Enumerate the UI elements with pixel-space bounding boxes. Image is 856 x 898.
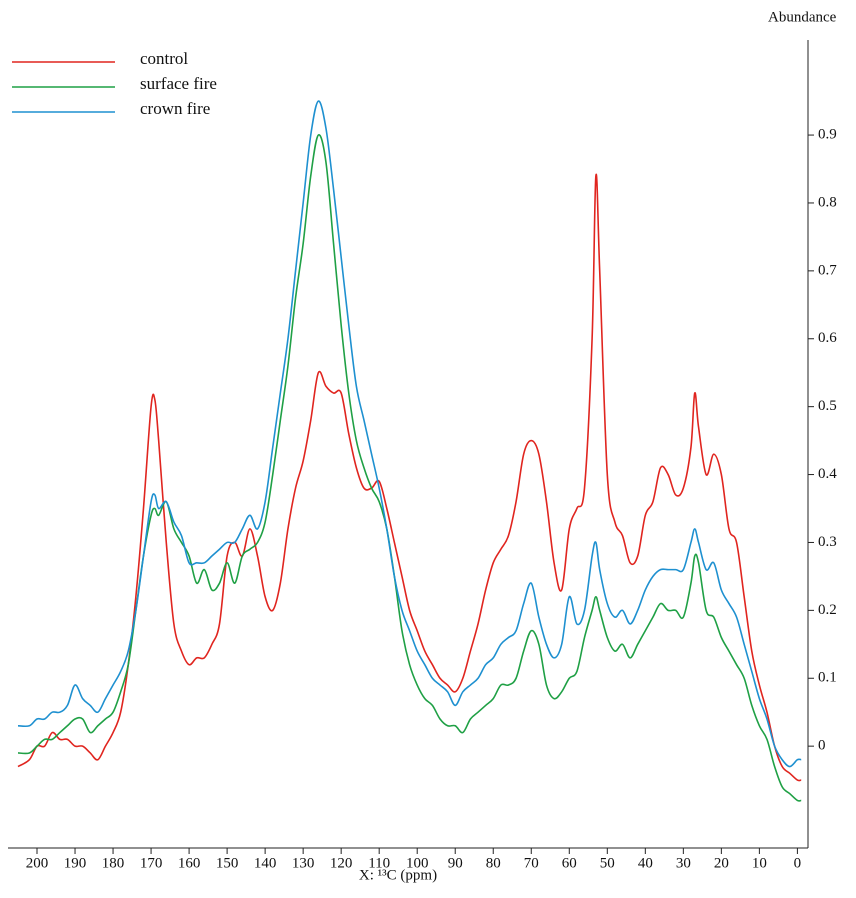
y-tick-label: 0.3 bbox=[818, 534, 837, 550]
x-tick-label: 50 bbox=[600, 855, 615, 871]
y-tick-label: 0 bbox=[818, 738, 826, 754]
x-tick-label: 70 bbox=[524, 855, 539, 871]
x-tick-label: 0 bbox=[794, 855, 802, 871]
y-tick-label: 0.4 bbox=[818, 466, 837, 482]
x-tick-label: 20 bbox=[714, 855, 729, 871]
y-tick-label: 0.8 bbox=[818, 194, 837, 210]
series-line bbox=[17, 100, 802, 768]
x-tick-label: 170 bbox=[140, 855, 163, 871]
series-line bbox=[17, 173, 802, 782]
legend-label: surface fire bbox=[140, 74, 217, 93]
y-tick-label: 0.6 bbox=[818, 330, 837, 346]
x-tick-label: 140 bbox=[254, 855, 277, 871]
x-tick-label: 80 bbox=[486, 855, 501, 871]
legend-label: control bbox=[140, 49, 188, 68]
y-axis-label: Abundance bbox=[768, 9, 837, 25]
x-tick-label: 150 bbox=[216, 855, 239, 871]
x-tick-label: 130 bbox=[292, 855, 315, 871]
x-tick-label: 10 bbox=[752, 855, 767, 871]
legend-label: crown fire bbox=[140, 99, 210, 118]
x-tick-label: 100 bbox=[406, 855, 429, 871]
x-tick-label: 30 bbox=[676, 855, 691, 871]
x-tick-label: 40 bbox=[638, 855, 653, 871]
y-tick-label: 0.7 bbox=[818, 262, 837, 278]
y-tick-label: 0.5 bbox=[818, 398, 837, 414]
x-tick-label: 190 bbox=[64, 855, 87, 871]
y-tick-label: 0.9 bbox=[818, 126, 837, 142]
x-tick-label: 200 bbox=[26, 855, 49, 871]
x-tick-label: 120 bbox=[330, 855, 353, 871]
x-tick-label: 90 bbox=[448, 855, 463, 871]
x-tick-label: 160 bbox=[178, 855, 201, 871]
y-tick-label: 0.2 bbox=[818, 602, 837, 618]
x-tick-label: 110 bbox=[368, 855, 390, 871]
x-tick-label: 180 bbox=[102, 855, 125, 871]
x-tick-label: 60 bbox=[562, 855, 577, 871]
y-tick-label: 0.1 bbox=[818, 670, 837, 686]
x-axis-label: X: ¹³C (ppm) bbox=[359, 867, 437, 883]
series-line bbox=[17, 134, 802, 802]
